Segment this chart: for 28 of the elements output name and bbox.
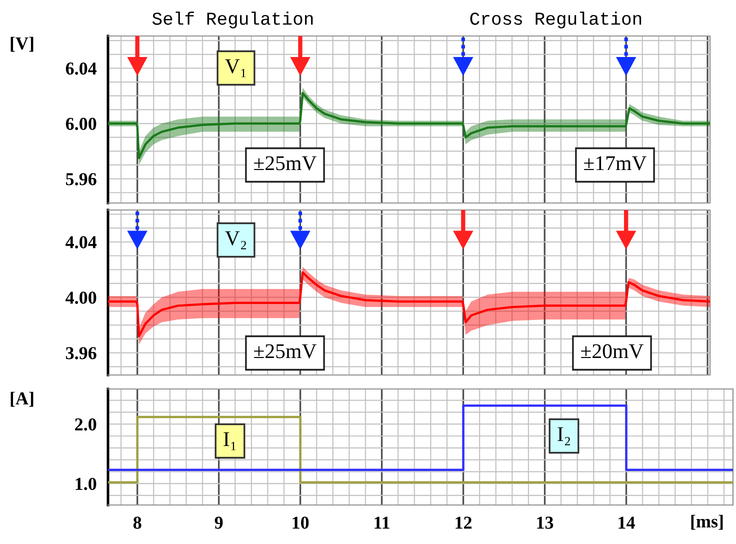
text: V₂ — [225, 231, 246, 250]
annotation: ±25mV — [254, 156, 317, 170]
annotation: ±25mV — [254, 344, 317, 358]
y-tick-label: 4.00 — [66, 292, 96, 304]
y-tick-label: 6.00 — [66, 118, 96, 130]
annotation: ±20mV — [581, 344, 644, 358]
x-tick-label: 11 — [374, 516, 390, 529]
series-label: I₁ — [224, 432, 236, 450]
x-tick-label: 10 — [292, 516, 309, 529]
y-axis-title: [A] — [10, 392, 34, 407]
text: V₁ — [225, 59, 246, 78]
x-tick-label: 9 — [214, 516, 223, 529]
y-tick-label: 6.04 — [66, 62, 97, 75]
text: Self Regulation — [152, 12, 313, 28]
x-axis-title: [ms] — [691, 514, 723, 530]
y-tick-label: 1.0 — [76, 478, 96, 490]
y-tick-label: 3.96 — [66, 347, 96, 360]
annotation: ±17mV — [584, 156, 647, 170]
x-tick-label: 14 — [618, 516, 635, 529]
x-tick-label: 13 — [537, 516, 554, 529]
y-axis-title: [V] — [10, 36, 34, 52]
x-tick-label: 8 — [133, 516, 142, 529]
series-label: I₂ — [558, 427, 570, 446]
text: Cross Regulation — [470, 12, 642, 28]
y-tick-label: 2.0 — [75, 418, 96, 431]
y-tick-label: 4.04 — [66, 236, 97, 248]
y-tick-label: 5.96 — [66, 173, 96, 186]
x-tick-label: 12 — [456, 516, 472, 529]
